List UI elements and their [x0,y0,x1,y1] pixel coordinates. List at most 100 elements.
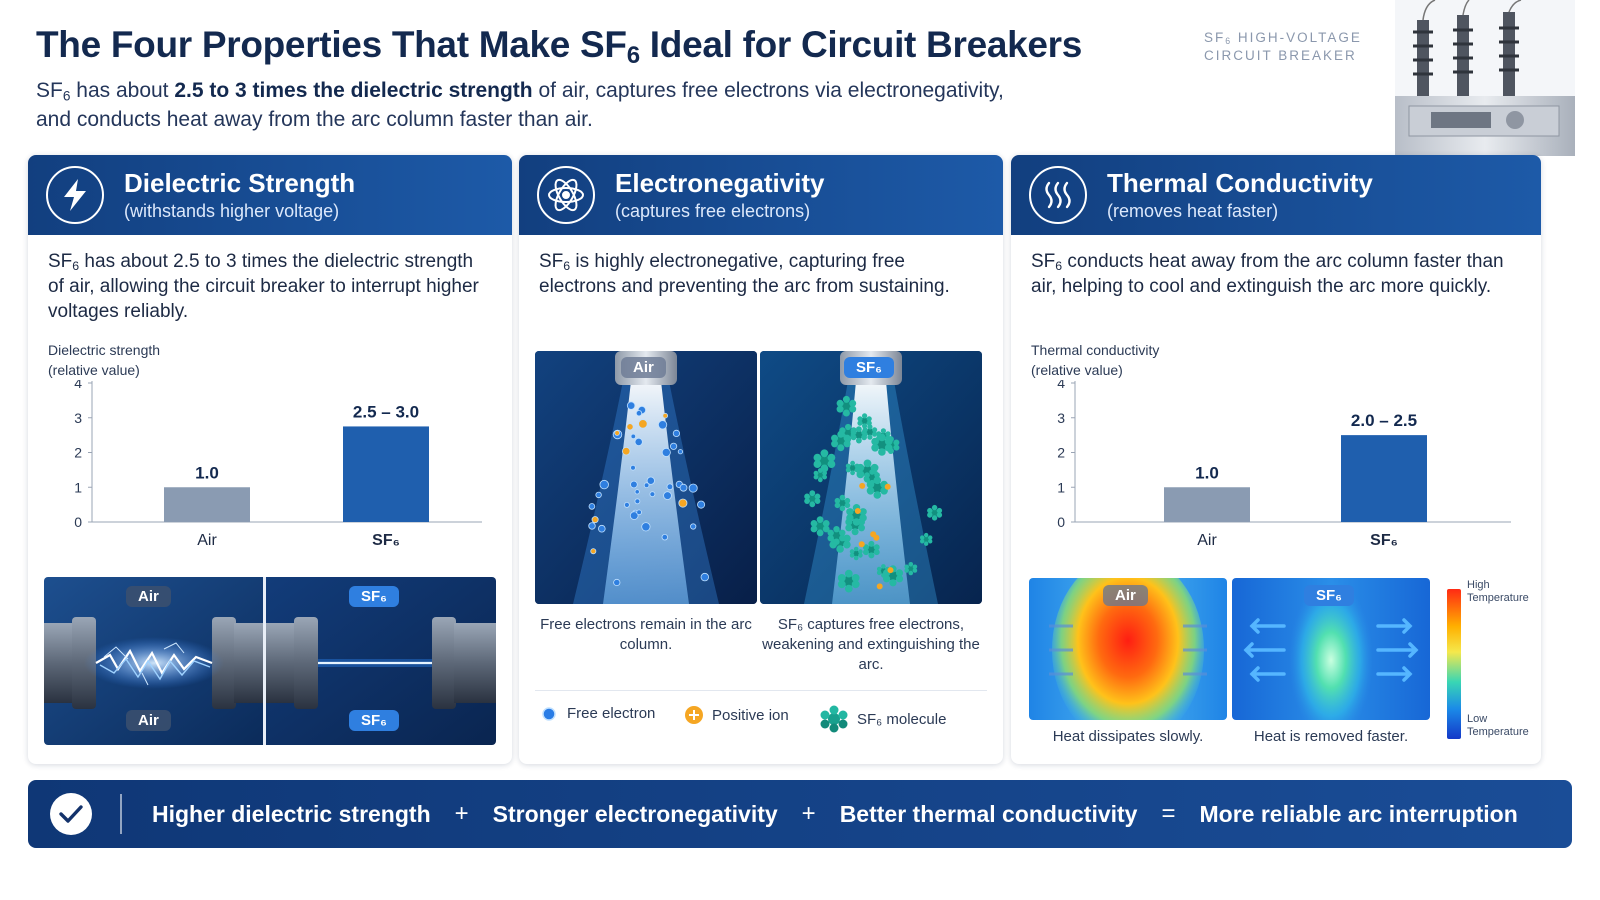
summary-equation: Higher dielectric strength + Stronger el… [152,780,1518,848]
sf6-atom [867,434,873,440]
sf6-atom [885,431,891,437]
bar-value-label: 2.5 – 3.0 [353,402,419,421]
free-electron-particle [649,491,656,498]
dielectric-card-header: Dielectric Strength (withstands higher v… [28,155,512,235]
sf6-atom [839,535,846,542]
sf6-label-bottom: SF₆ [349,710,399,731]
positive-ion-particle [876,583,883,590]
sf6-molecule-particle [813,449,836,473]
sf6-atom [817,477,823,483]
sf6-atom [904,568,909,573]
sf6-molecule-particle [863,540,880,559]
sf6-atom [866,487,875,495]
banner-divider [120,794,122,834]
sf6-atom [850,434,857,441]
page-title: The Four Properties That Make SF6 Ideal … [36,24,1083,69]
dielectric-card-title: Dielectric Strength [124,168,356,198]
summary-result: More reliable arc interruption [1199,800,1518,827]
sf6-atom [856,470,865,479]
dielectric-strength-card: Dielectric Strength (withstands higher v… [28,155,512,764]
breaker-caption: SF6 HIGH-VOLTAGE CIRCUIT BREAKER [1204,30,1362,63]
sf6-atom [851,528,859,536]
sf6-atom [836,436,846,446]
free-electron-particle [626,401,636,410]
sf6-molecule-particle [845,460,860,476]
sf6-atom [834,502,841,509]
sf6-atom [849,553,855,558]
sf6-molecule-particle [857,413,872,429]
category-label: SF₆ [372,532,400,549]
sf6-molecule-particle [862,424,878,440]
summary-banner: Higher dielectric strength + Stronger el… [28,780,1572,848]
sf6-atom [920,535,925,540]
air-heat-caption: Heat dissipates slowly. [1052,728,1204,745]
sf6-atom [813,453,822,462]
sf6-atom [883,575,891,583]
sf6-atom [856,437,862,444]
sf6-molecule-particle [883,565,904,587]
sf6-atom [857,420,863,426]
sf6-atom [814,493,821,500]
sf6-atom [837,430,845,438]
sf6-atom [853,546,859,552]
sf6-atom [895,569,904,577]
free-electron-particle [590,548,597,555]
sf6-atom [820,449,829,458]
sf6-molecule-particle [846,504,867,526]
sf6-molecule-particle [834,494,851,512]
thermal-bar-chart: 0 1 2 3 4 1.0 Air 2.0 – 2.5 SF₆ [1057,380,1511,549]
electroneg-card-subtitle: (captures free electrons) [615,201,811,221]
free-electron-particle [643,482,650,489]
sf6-atom [880,428,886,434]
sf6-atom [874,472,880,478]
sf6-atom [920,539,925,544]
sf6-atom [888,570,898,581]
air-heat-map: Air [1029,578,1227,720]
sf6-atom [871,444,879,452]
free-electron-particle [635,410,643,417]
air-label-top: Air [126,586,171,607]
free-electron-particle [679,483,688,492]
sf6-atom [850,429,857,436]
sf6-atom [904,564,909,570]
sf6-atom [873,476,882,485]
plus-operator: + [801,800,816,827]
sf6-atom [878,433,886,442]
sf6-atom [862,423,868,429]
sf6-molecule-particle [871,433,893,456]
free-electron-icon [542,706,556,721]
positive-ion-particle [870,531,877,538]
bar-value-label: 1.0 [1195,463,1219,482]
bar-value-label: 1.0 [195,463,219,482]
thermal-card-subtitle: (removes heat faster) [1107,201,1279,221]
free-electron-particle [677,449,683,455]
sf6-atom [930,509,939,517]
sf6-atom [873,544,880,551]
sf6-atom [843,540,851,549]
sf6-atom [851,580,860,589]
free-electron-particle [634,489,640,495]
sf6-atom [849,464,856,472]
comparison-divider [263,577,266,745]
air-pic-label: Air [621,357,666,378]
sf6-atom [850,460,855,466]
sf6-atom [850,470,855,476]
sf6-atom [831,434,839,442]
free-electron-particle [700,572,709,582]
sf6-label-top: SF₆ [349,586,399,607]
sf6-atom [843,434,851,442]
sf6-molecule-particle [836,395,857,417]
sf6-heat-map: SF₆ [1232,578,1430,720]
free-electron-particle [666,483,674,491]
sf6-atom [822,520,830,527]
sf6-atom [843,575,855,587]
sf6-atom [851,574,860,582]
sf6-atom [862,413,868,419]
sf6-atom [924,532,929,538]
air-electron-image: Air [535,351,757,604]
sf6-molecule-particle [849,546,863,561]
sf6-atom [936,507,943,514]
sf6-atom [846,508,854,516]
sf6-atom [844,497,851,504]
sf6-atom [859,508,867,516]
